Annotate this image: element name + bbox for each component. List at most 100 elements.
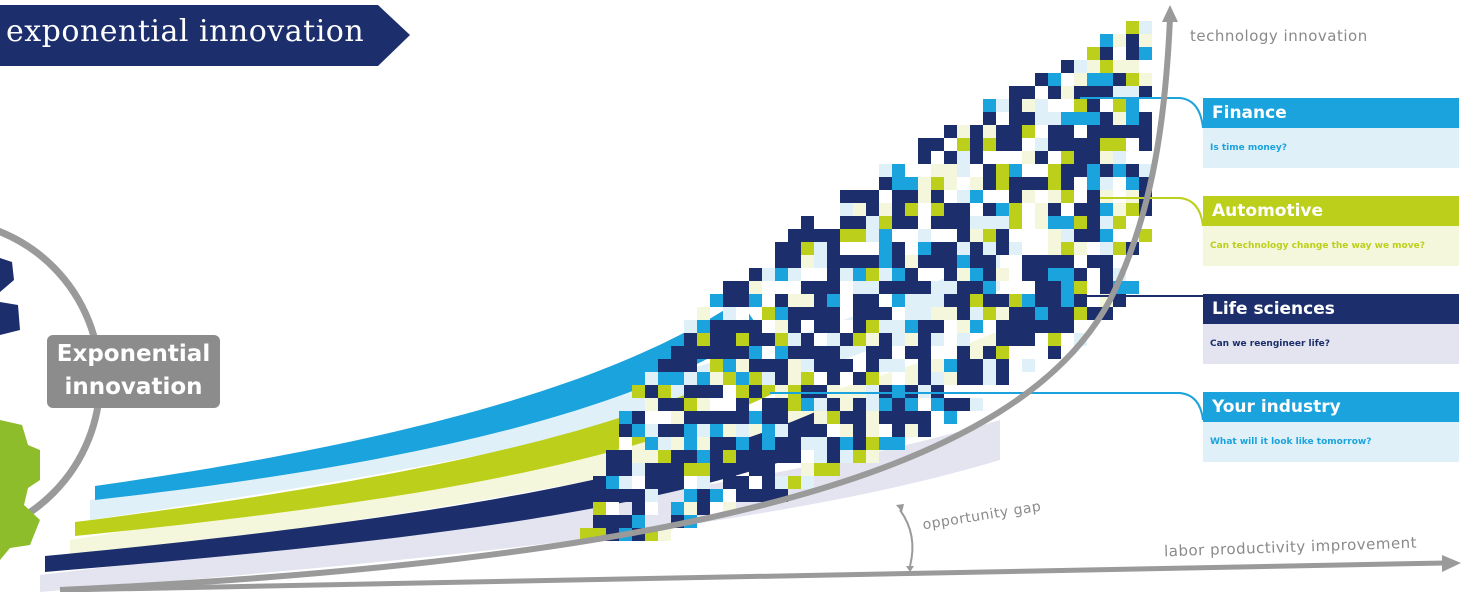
mosaic-pixel [1061,177,1074,190]
mosaic-pixel [749,281,762,294]
mosaic-pixel [1100,112,1113,125]
mosaic-pixel [905,411,918,424]
mosaic-pixel [840,411,853,424]
mosaic-pixel [931,242,944,255]
mosaic-pixel [840,372,853,385]
mosaic-pixel [775,359,788,372]
mosaic-pixel [1061,86,1074,99]
mosaic-pixel [775,307,788,320]
mosaic-pixel [1048,216,1061,229]
mosaic-pixel [1009,320,1022,333]
mosaic-pixel [1048,138,1061,151]
mosaic-pixel [749,437,762,450]
mosaic-pixel [775,294,788,307]
mosaic-pixel [918,242,931,255]
mosaic-pixel [671,450,684,463]
mosaic-pixel [944,242,957,255]
mosaic-pixel [1048,99,1061,112]
mosaic-pixel [801,450,814,463]
mosaic-pixel [918,268,931,281]
mosaic-pixel [762,281,775,294]
mosaic-pixel [788,398,801,411]
mosaic-pixel [879,242,892,255]
mosaic-pixel [983,203,996,216]
mosaic-pixel [736,281,749,294]
mosaic-pixel [723,359,736,372]
mosaic-pixel [957,216,970,229]
mosaic-pixel [996,346,1009,359]
mosaic-pixel [1048,242,1061,255]
mosaic-pixel [827,320,840,333]
mosaic-pixel [918,255,931,268]
mosaic-pixel [918,307,931,320]
mosaic-pixel [762,424,775,437]
mosaic-pixel [775,255,788,268]
mosaic-pixel [658,372,671,385]
mosaic-pixel [957,242,970,255]
mosaic-pixel [801,424,814,437]
mosaic-pixel [957,229,970,242]
mosaic-pixel [1048,294,1061,307]
mosaic-pixel [879,333,892,346]
mosaic-pixel [970,255,983,268]
mosaic-pixel [879,190,892,203]
mosaic-pixel [827,229,840,242]
mosaic-pixel [1139,60,1152,73]
mosaic-pixel [892,372,905,385]
mosaic-pixel [918,281,931,294]
mosaic-pixel [983,281,996,294]
mosaic-pixel [1074,99,1087,112]
mosaic-pixel [671,411,684,424]
mosaic-pixel [957,125,970,138]
mosaic-pixel [762,333,775,346]
mosaic-pixel [814,437,827,450]
mosaic-pixel [931,411,944,424]
mosaic-pixel [840,281,853,294]
mosaic-pixel [931,372,944,385]
mosaic-pixel [710,424,723,437]
mosaic-pixel [684,450,697,463]
mosaic-pixel [801,281,814,294]
mosaic-pixel [749,333,762,346]
mosaic-pixel [1074,86,1087,99]
mosaic-pixel [944,203,957,216]
mosaic-pixel [1139,73,1152,86]
innovation-bands [45,300,840,572]
mosaic-pixel [840,333,853,346]
mosaic-pixel [632,398,645,411]
mosaic-pixel [632,411,645,424]
mosaic-pixel [905,346,918,359]
mosaic-pixel [970,268,983,281]
mosaic-pixel [879,385,892,398]
mosaic-pixel [1022,333,1035,346]
mosaic-pixel [853,359,866,372]
mosaic-pixel [957,203,970,216]
mosaic-pixel [879,255,892,268]
mosaic-pixel [840,398,853,411]
mosaic-pixel [827,294,840,307]
industry-card-automotive: Automotive Can technology change the way… [1203,196,1459,266]
mosaic-pixel [1126,34,1139,47]
mosaic-pixel [1087,99,1100,112]
mosaic-pixel [1100,242,1113,255]
industry-question: What will it look like tomorrow? [1203,422,1459,462]
mosaic-pixel [931,203,944,216]
mosaic-pixel [944,177,957,190]
mosaic-pixel [710,437,723,450]
mosaic-pixel [1061,320,1074,333]
mosaic-pixel [1113,60,1126,73]
mosaic-pixel [905,151,918,164]
mosaic-pixel [840,242,853,255]
mosaic-pixel [749,463,762,476]
mosaic-pixel [1009,281,1022,294]
mosaic-pixel [866,346,879,359]
mosaic-pixel [684,411,697,424]
mosaic-pixel [1139,112,1152,125]
mosaic-pixel [1061,164,1074,177]
mosaic-pixel [1022,99,1035,112]
mosaic-pixel [1074,151,1087,164]
mosaic-pixel [1074,203,1087,216]
mosaic-pixel [788,333,801,346]
opportunity-gap-arrow [896,504,914,572]
mosaic-pixel [697,450,710,463]
